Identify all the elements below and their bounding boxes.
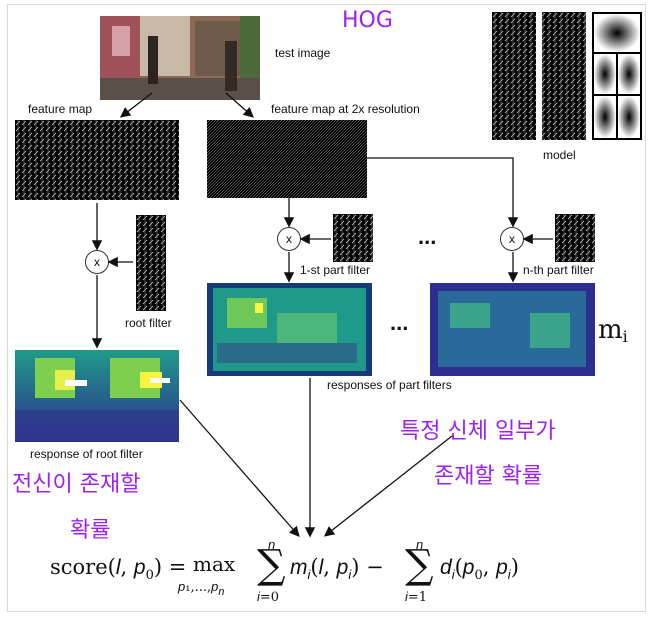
feature-map-2x-label: feature map at 2x resolution (271, 102, 420, 116)
feature-map-2x (207, 120, 367, 198)
test-image (100, 16, 260, 100)
m-i-label: mi (598, 315, 628, 346)
whole-body-annotation-line1: 전신이 존재할 (12, 472, 141, 497)
part-annotation-line1: 특정 신체 일부가 (400, 419, 556, 444)
score-formula: score(l, p0) = max p₁,...,pn n ∑ i=0 mi(… (50, 537, 519, 605)
ellipsis-filters: ... (418, 224, 437, 249)
arrow-image-to-featuremap-2x (225, 92, 254, 118)
test-image-label: test image (275, 46, 331, 60)
ellipsis-responses: ... (390, 310, 409, 335)
part-filter-n-label: n-th part filter (523, 263, 594, 277)
arrow-root-response-to-score (179, 399, 300, 537)
whole-body-annotation-line2: 확률 (70, 518, 111, 543)
part-annotation-line2: 존재할 확률 (434, 464, 543, 489)
part-filter-1-image (333, 214, 373, 262)
feature-map-label: feature map (28, 102, 93, 116)
root-filter-label: root filter (125, 316, 172, 330)
part-responses-label: responses of part filters (327, 378, 452, 392)
feature-map (15, 120, 179, 200)
root-filter-image (136, 215, 166, 311)
part-1-response-map (207, 283, 372, 376)
part-filter-n-image (555, 214, 595, 262)
part-filter-1-label: 1-st part filter (300, 263, 371, 277)
root-response-map (15, 350, 179, 442)
arrow-image-to-featuremap (119, 92, 153, 118)
arrow-part-annotation-to-score (323, 435, 453, 537)
model-label: model (543, 148, 576, 162)
root-response-label: response of root filter (30, 447, 143, 461)
model-image (492, 12, 642, 140)
title: HOG (342, 8, 393, 33)
arrow-featuremap2x-to-partn-mult (367, 157, 519, 228)
part-n-response-map (430, 283, 595, 376)
